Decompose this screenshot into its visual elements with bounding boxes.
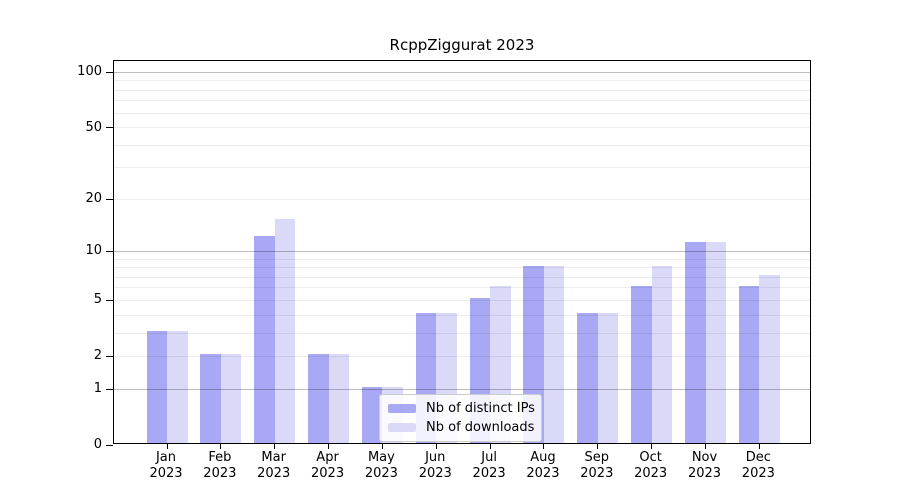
x-tick-label-jun: Jun 2023 [418,450,452,481]
x-tick [220,444,222,449]
y-tick [106,198,113,200]
bar-downloads-apr [328,354,350,443]
y-tick [106,388,113,390]
x-tick-label-dec: Dec 2023 [741,450,775,481]
x-tick [705,444,706,449]
x-tick-label-mar: Mar 2023 [257,450,291,481]
bar-distinct-ips-may [361,387,383,443]
y-tick-label: 5 [93,292,102,308]
legend-item-distinct-ips: Nb of distinct IPs [388,401,535,416]
bars-layer [114,61,810,443]
x-tick-label-nov: Nov 2023 [687,450,722,481]
bar-downloads-sep [597,313,619,443]
bar-downloads-jan [167,331,188,443]
legend: Nb of distinct IPs Nb of downloads [379,394,542,442]
bar-downloads-feb [220,354,242,443]
bar-downloads-oct [651,265,673,443]
bar-distinct-ips-nov [685,242,706,443]
x-tick [381,444,383,449]
x-tick [758,444,760,449]
x-tick [651,444,653,449]
x-tick-label-jan: Jan 2023 [149,450,183,481]
y-tick [106,71,113,73]
y-tick-label: 0 [93,437,102,452]
legend-item-downloads: Nb of downloads [388,420,535,435]
legend-label-distinct-ips: Nb of distinct IPs [426,401,535,416]
x-tick-label-feb: Feb 2023 [203,450,237,481]
bar-distinct-ips-feb [200,354,221,443]
x-tick-label-sep: Sep 2023 [580,450,614,481]
bar-downloads-aug [543,265,565,443]
legend-label-downloads: Nb of downloads [426,420,535,435]
x-tick [328,444,330,449]
bar-distinct-ips-apr [308,354,329,443]
bar-downloads-mar [274,219,296,443]
y-tick-label: 1 [93,381,102,396]
y-tick [106,355,113,357]
x-tick [489,444,491,449]
bar-downloads-dec [759,275,780,443]
bar-distinct-ips-dec [738,285,760,443]
y-tick [106,299,113,301]
bar-distinct-ips-mar [254,235,275,443]
y-tick [106,444,113,446]
x-tick [435,444,437,449]
x-tick-label-jul: Jul 2023 [472,450,506,481]
x-tick [274,444,276,449]
bar-distinct-ips-sep [577,313,598,443]
y-tick-label: 2 [93,348,102,364]
bar-distinct-ips-jan [146,331,167,443]
x-tick-label-aug: Aug 2023 [526,450,560,481]
y-tick-label: 100 [77,64,102,80]
x-tick [597,444,599,449]
x-tick-label-apr: Apr 2023 [311,450,345,481]
x-tick [166,444,168,449]
chart-title: RcppZiggurat 2023 [389,36,535,54]
legend-swatch-downloads [388,423,416,432]
plot-area: Nb of distinct IPs Nb of downloads 0 1 2 5 1… [77,60,811,451]
bar-downloads-nov [705,242,726,443]
y-tick [106,250,113,252]
y-tick-label: 50 [85,119,102,135]
x-tick [543,444,545,449]
x-tick-label-oct: Oct 2023 [634,450,668,481]
bar-distinct-ips-oct [631,285,652,443]
legend-swatch-distinct-ips [388,404,416,413]
x-tick-label-may: May 2023 [364,450,398,481]
y-tick-label: 10 [85,243,102,259]
y-tick-label: 20 [85,191,102,207]
y-tick [106,127,113,128]
